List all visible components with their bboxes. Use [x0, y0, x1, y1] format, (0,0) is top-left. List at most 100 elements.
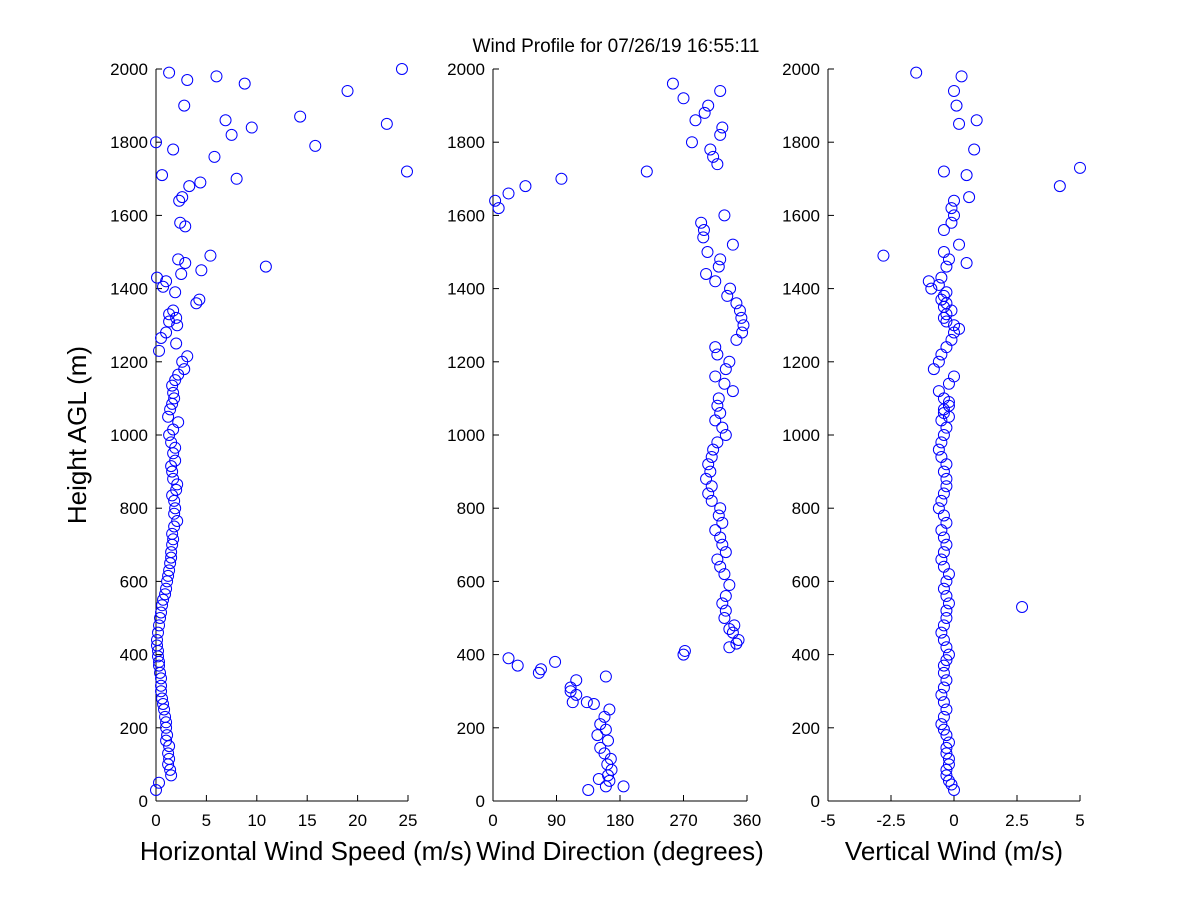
vertical-data-point	[953, 238, 966, 251]
direction-data-point	[705, 450, 718, 463]
speed-data-point	[341, 84, 354, 97]
speed-data-point	[172, 416, 185, 429]
vertical-data-point	[877, 249, 890, 262]
vertical-data-point	[925, 282, 938, 295]
vertical-data-point	[937, 560, 950, 573]
vertical-data-point	[948, 209, 960, 222]
vertical-y-tick-label: 600	[792, 572, 820, 591]
speed-data-point	[160, 734, 173, 747]
direction-data-point	[730, 637, 743, 650]
speed-data-point	[157, 593, 170, 606]
speed-data-point	[156, 169, 169, 182]
speed-data-point	[165, 769, 178, 782]
speed-data-point	[168, 507, 181, 520]
direction-data-point	[733, 304, 746, 317]
direction-y-tick-label: 1200	[447, 353, 485, 372]
speed-data-point	[163, 66, 176, 79]
direction-data-point	[617, 780, 630, 793]
direction-data-point	[711, 399, 724, 412]
vertical-data-point	[935, 436, 948, 449]
vertical-data-point	[948, 194, 960, 207]
speed-data-point	[162, 569, 175, 582]
direction-data-point	[594, 718, 607, 731]
direction-data-point	[502, 187, 515, 200]
vertical-data-point	[942, 597, 955, 610]
speed-data-point	[163, 315, 176, 328]
speed-data-point	[219, 114, 232, 127]
vertical-wind-panel: 0 200 400 600 800 1000 1200 1400 1600 1800 2000 -5 -…	[782, 60, 1086, 866]
direction-data-point	[714, 84, 727, 97]
vertical-data-point	[1074, 161, 1086, 174]
speed-data-point	[238, 77, 251, 90]
direction-data-point	[594, 741, 607, 754]
direction-data-point	[709, 524, 722, 537]
speed-data-point	[152, 626, 165, 639]
direction-x-tick-label: 90	[547, 811, 566, 830]
speed-data-point	[195, 264, 208, 277]
vertical-data-point	[932, 502, 945, 515]
direction-data-point	[712, 509, 725, 522]
vertical-y-tick-label: 2000	[782, 60, 820, 79]
direction-data-point	[492, 202, 505, 215]
direction-data-point	[718, 209, 731, 222]
vertical-data-point	[940, 480, 953, 493]
direction-data-point	[714, 560, 727, 573]
vertical-data-point	[942, 396, 955, 409]
vertical-data-point	[935, 553, 948, 566]
speed-data-point	[208, 150, 221, 163]
speed-data-point	[173, 194, 186, 207]
vertical-data-point	[948, 319, 960, 332]
direction-data-point	[582, 784, 595, 797]
speed-data-point	[170, 337, 183, 350]
speed-y-tick-label: 400	[120, 646, 148, 665]
vertical-data-point	[940, 763, 953, 776]
horizontal-wind-speed-panel: 0 200 400 600 800 1000 1200 1400 1600 1800 2000 0 5 1…	[110, 60, 472, 866]
direction-data-point	[711, 348, 724, 361]
vertical-data-point	[937, 659, 950, 672]
speed-data-point	[156, 692, 169, 705]
direction-data-point	[718, 377, 731, 390]
vertical-y-tick-label: 200	[792, 719, 820, 738]
speed-data-point	[181, 350, 194, 363]
vertical-data-point	[940, 747, 953, 760]
vertical-data-point	[942, 774, 955, 787]
direction-data-point	[555, 172, 568, 185]
direction-data-point	[698, 106, 711, 119]
direction-y-tick-label: 400	[457, 646, 485, 665]
speed-y-tick-label: 1200	[110, 353, 148, 372]
speed-data-point	[294, 110, 307, 123]
speed-data-point	[161, 729, 174, 742]
speed-data-point	[153, 659, 166, 672]
direction-data-point	[716, 421, 729, 434]
direction-data-point	[723, 579, 736, 592]
speed-x-tick-label: 10	[247, 811, 266, 830]
direction-data-point	[701, 246, 714, 258]
speed-y-tick-label: 0	[139, 792, 148, 811]
direction-data-point	[532, 666, 545, 679]
speed-data-point	[225, 128, 238, 141]
vertical-data-point	[935, 718, 948, 731]
speed-data-point	[178, 363, 191, 376]
vertical-y-tick-label: 1000	[782, 426, 820, 445]
speed-data-point	[245, 121, 258, 134]
speed-x-tick-label: 15	[298, 811, 317, 830]
vertical-data-point	[940, 641, 953, 654]
direction-data-point	[666, 77, 679, 90]
direction-data-point	[711, 436, 724, 449]
speed-y-tick-label: 1400	[110, 280, 148, 299]
speed-data-point	[259, 260, 272, 273]
speed-data-point	[151, 271, 164, 284]
direction-data-point	[587, 698, 600, 711]
direction-data-point	[712, 392, 725, 405]
direction-y-tick-label: 1600	[447, 206, 485, 225]
direction-data-point	[564, 685, 577, 698]
vertical-data-point	[960, 169, 973, 182]
speed-data-point	[155, 685, 168, 698]
vertical-data-point	[935, 450, 948, 463]
speed-data-point	[181, 73, 194, 86]
speed-data-point	[153, 776, 166, 789]
speed-data-point	[159, 588, 172, 601]
speed-y-tick-label: 1800	[110, 133, 148, 152]
speed-data-point	[190, 297, 203, 310]
speed-data-point	[153, 619, 166, 632]
